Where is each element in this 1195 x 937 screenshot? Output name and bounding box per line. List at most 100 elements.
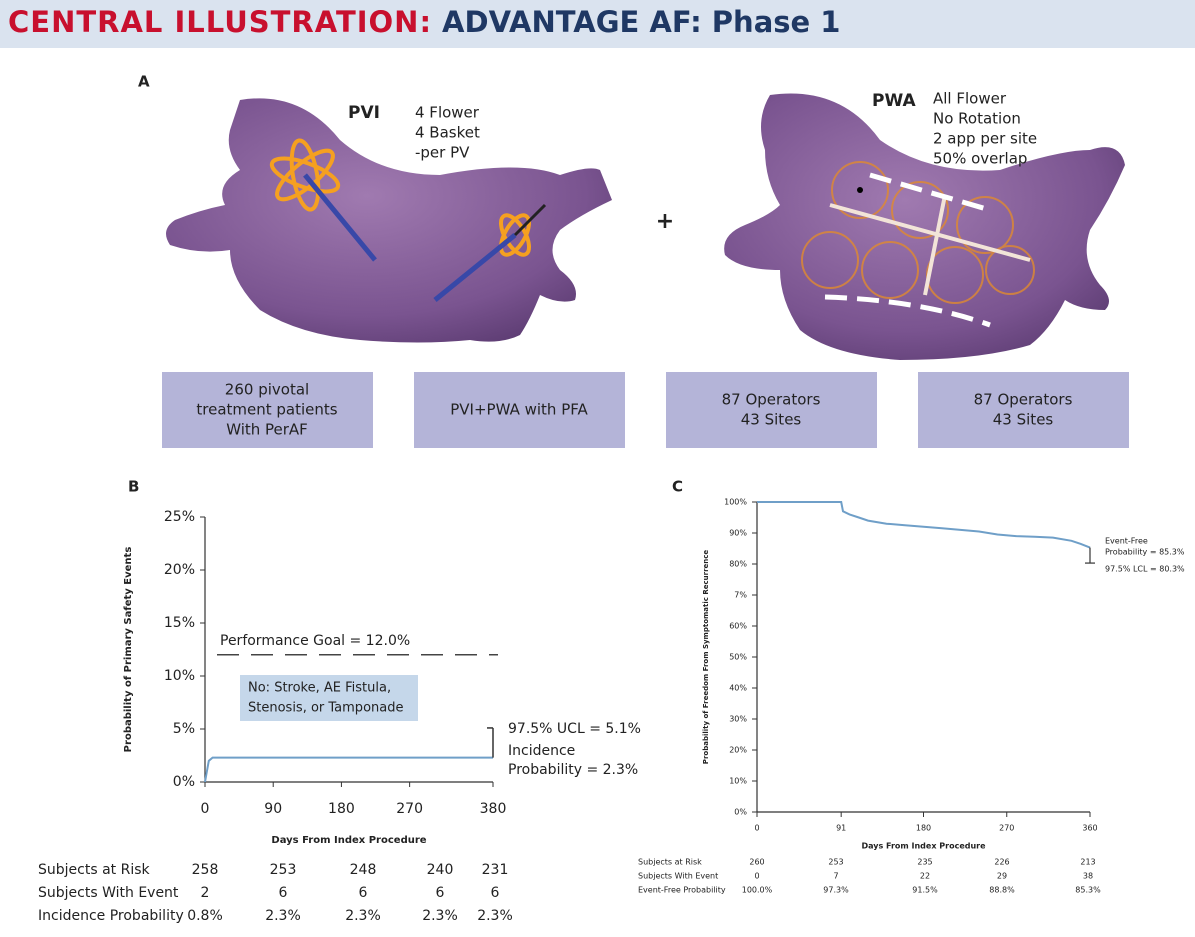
risk-table-value: 100.0% xyxy=(742,886,773,895)
y-axis-label: Probability of Primary Safety Events xyxy=(123,547,134,753)
survival-line xyxy=(204,756,493,783)
event-free-label: Event-Free xyxy=(1105,537,1148,546)
risk-table-value: 2.3% xyxy=(265,908,301,924)
x-tick-label: 180 xyxy=(916,824,931,833)
y-tick-label: 0% xyxy=(734,808,747,817)
pwa-line: No Rotation xyxy=(933,110,1021,128)
ucl-label: 97.5% UCL = 5.1% xyxy=(508,721,641,737)
panel-letter: B xyxy=(128,478,139,496)
pwa-line: 50% overlap xyxy=(933,150,1027,168)
heart-right xyxy=(724,93,1125,360)
risk-table-value: 22 xyxy=(920,872,930,881)
pwa-line: All Flower xyxy=(933,90,1007,108)
risk-table-value: 6 xyxy=(279,885,288,901)
risk-table-value: 2 xyxy=(201,885,210,901)
x-tick-label: 360 xyxy=(1082,824,1097,833)
y-tick-label: 25% xyxy=(164,509,195,525)
risk-table-value: 6 xyxy=(436,885,445,901)
performance-goal-label: Performance Goal = 12.0% xyxy=(220,633,410,649)
panel-letter: C xyxy=(672,478,683,496)
x-tick-label: 0 xyxy=(754,824,759,833)
info-box-text: 260 pivotal xyxy=(225,381,309,399)
info-box-text: 87 Operators xyxy=(722,391,821,409)
y-tick-label: 7% xyxy=(734,591,747,600)
heart-left xyxy=(166,98,612,343)
risk-table-value: 0 xyxy=(754,872,759,881)
risk-table-value: 91.5% xyxy=(912,886,938,895)
risk-table-value: 0.8% xyxy=(187,908,223,924)
risk-table-value: 88.8% xyxy=(989,886,1015,895)
header-band xyxy=(0,0,1195,48)
info-box-text: 87 Operators xyxy=(974,391,1073,409)
info-box-text: With PerAF xyxy=(226,421,308,439)
info-box xyxy=(918,372,1129,448)
pvi-title: PVI xyxy=(348,103,380,123)
y-tick-label: 15% xyxy=(164,615,195,631)
lcl-label: 97.5% LCL = 80.3% xyxy=(1105,565,1185,574)
risk-table-value: 2.3% xyxy=(477,908,513,924)
x-tick-label: 91 xyxy=(836,824,846,833)
x-tick-label: 270 xyxy=(396,801,423,817)
risk-table-value: 260 xyxy=(749,858,764,867)
x-axis-label: Days From Index Procedure xyxy=(271,835,426,846)
risk-table-value: 240 xyxy=(427,862,454,878)
y-tick-label: 40% xyxy=(729,684,747,693)
info-box xyxy=(414,372,625,448)
risk-table-value: 253 xyxy=(270,862,297,878)
plus: + xyxy=(656,209,674,234)
risk-table-value: 213 xyxy=(1080,858,1095,867)
note-box xyxy=(240,675,418,721)
risk-table-value: 97.3% xyxy=(823,886,849,895)
risk-table-value: 235 xyxy=(917,858,932,867)
pvi-line: 4 Flower xyxy=(415,104,480,122)
risk-table-label: Subjects at Risk xyxy=(38,862,151,878)
pvi-line: 4 Basket xyxy=(415,124,480,142)
info-box-text: treatment patients xyxy=(196,401,337,419)
risk-table-value: 231 xyxy=(482,862,509,878)
y-tick-label: 5% xyxy=(173,721,195,737)
risk-table-value: 2.3% xyxy=(345,908,381,924)
y-tick-label: 20% xyxy=(164,562,195,578)
risk-table-value: 248 xyxy=(350,862,377,878)
y-tick-label: 10% xyxy=(164,668,195,684)
risk-table-value: 6 xyxy=(491,885,500,901)
y-tick-label: 10% xyxy=(729,777,747,786)
x-tick-label: 180 xyxy=(328,801,355,817)
risk-table-label: Subjects With Event xyxy=(638,872,718,881)
info-box-text: 43 Sites xyxy=(741,411,802,429)
panel-letter: A xyxy=(138,73,150,91)
header-title: CENTRAL ILLUSTRATION: ADVANTAGE AF: Phase… xyxy=(8,5,840,39)
risk-table-value: 38 xyxy=(1083,872,1093,881)
y-tick-label: 30% xyxy=(729,715,747,724)
x-tick-label: 0 xyxy=(201,801,210,817)
x-axis-label: Days From Index Procedure xyxy=(861,842,986,851)
incidence-label: Incidence xyxy=(508,743,575,759)
note-text: No: Stroke, AE Fistula, xyxy=(248,681,391,696)
risk-table-value: 253 xyxy=(828,858,843,867)
y-tick-label: 50% xyxy=(729,653,747,662)
info-box xyxy=(666,372,877,448)
risk-table-value: 7 xyxy=(833,872,838,881)
x-tick-label: 90 xyxy=(264,801,282,817)
y-tick-label: 0% xyxy=(173,774,195,790)
risk-table-value: 29 xyxy=(997,872,1007,881)
risk-table-label: Incidence Probability xyxy=(38,908,184,924)
y-tick-label: 60% xyxy=(729,622,747,631)
pwa-line: 2 app per site xyxy=(933,130,1037,148)
x-tick-label: 380 xyxy=(480,801,507,817)
risk-table-value: 6 xyxy=(359,885,368,901)
info-box xyxy=(162,372,373,448)
title-red: CENTRAL ILLUSTRATION: xyxy=(8,5,432,39)
y-tick-label: 100% xyxy=(724,498,747,507)
incidence-label: Probability = 2.3% xyxy=(508,762,638,778)
info-box-text: 43 Sites xyxy=(993,411,1054,429)
event-free-label: Probability = 85.3% xyxy=(1105,548,1185,557)
risk-table-value: 258 xyxy=(192,862,219,878)
risk-table-value: 85.3% xyxy=(1075,886,1101,895)
risk-table-value: 2.3% xyxy=(422,908,458,924)
title-blue: ADVANTAGE AF: Phase 1 xyxy=(442,5,840,39)
y-tick-label: 80% xyxy=(729,560,747,569)
info-box-text: PVI+PWA with PFA xyxy=(450,401,588,419)
survival-line xyxy=(757,501,1091,549)
